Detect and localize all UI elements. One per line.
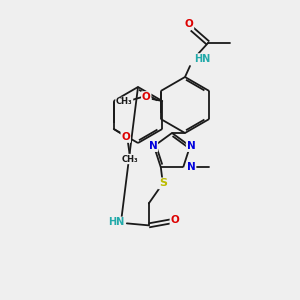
Text: HN: HN xyxy=(109,218,125,227)
Text: O: O xyxy=(184,19,194,29)
Text: HN: HN xyxy=(194,54,210,64)
Text: O: O xyxy=(142,92,151,102)
Text: O: O xyxy=(170,215,179,225)
Text: N: N xyxy=(148,141,157,151)
Text: S: S xyxy=(159,178,167,188)
Text: N: N xyxy=(187,141,195,151)
Text: O: O xyxy=(122,132,130,142)
Text: CH₃: CH₃ xyxy=(116,98,133,106)
Text: N: N xyxy=(187,162,196,172)
Text: CH₃: CH₃ xyxy=(122,154,138,164)
